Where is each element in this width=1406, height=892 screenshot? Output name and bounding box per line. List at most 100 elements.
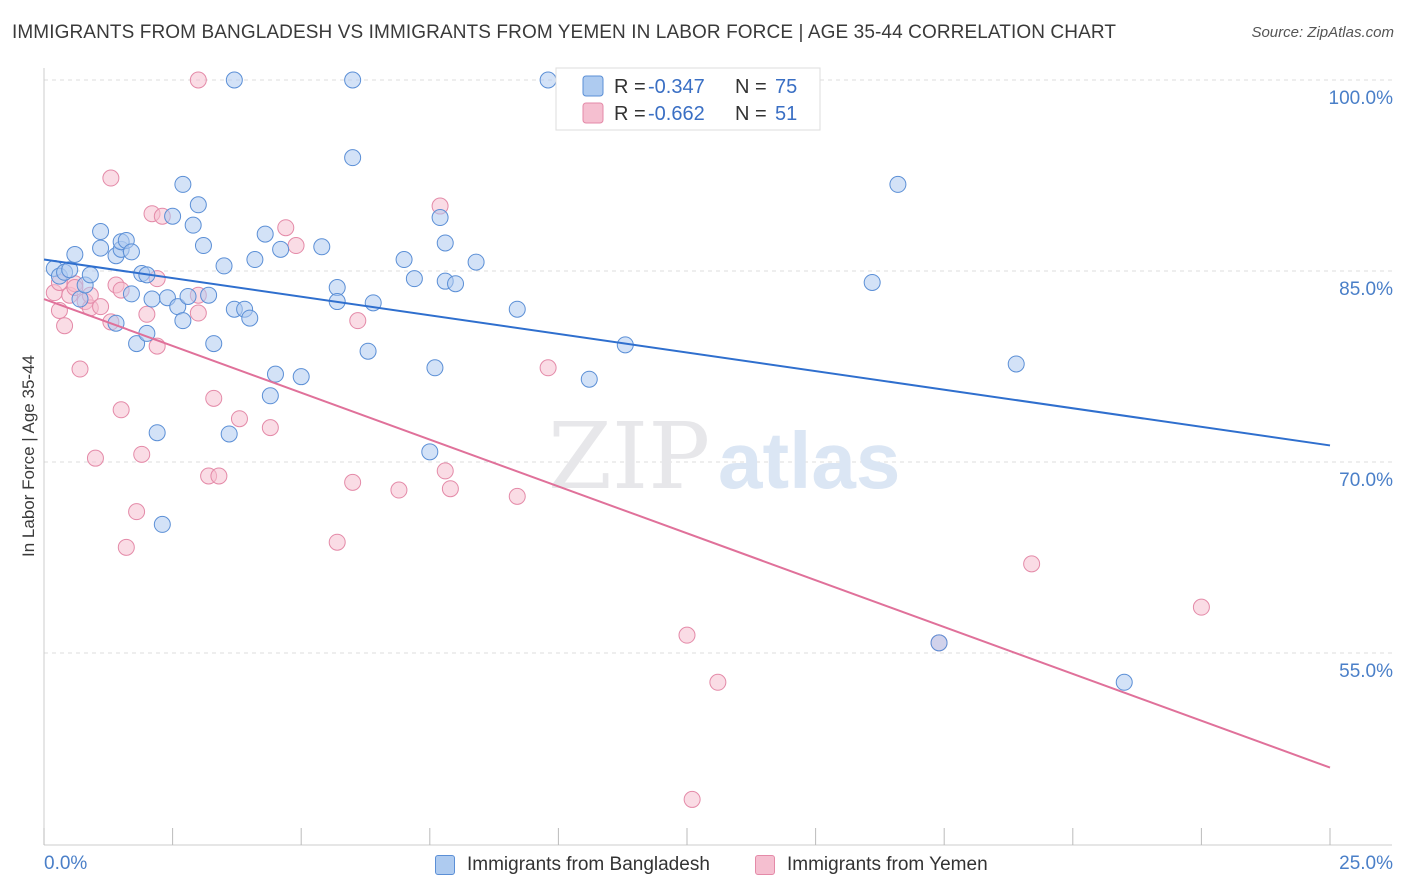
series-bangladesh-points — [45, 71, 1133, 691]
bottom-legend: Immigrants from Bangladesh Immigrants fr… — [0, 850, 1406, 880]
point-yemen-24 — [189, 71, 207, 89]
point-bangladesh-22 — [148, 424, 166, 442]
point-bangladesh-30 — [184, 216, 202, 234]
legend-n-value-yemen: 51 — [775, 103, 797, 125]
point-bangladesh-71 — [930, 634, 948, 652]
point-bangladesh-54 — [395, 251, 413, 269]
x-tick-labels: 0.0% 25.0% — [44, 853, 1393, 874]
point-yemen-18 — [133, 445, 151, 463]
point-bangladesh-15 — [122, 243, 140, 261]
bottom-legend-item-yemen: Immigrants from Yemen — [755, 850, 988, 880]
point-yemen-26 — [189, 304, 207, 322]
legend-swatch-yemen — [582, 102, 604, 124]
point-bangladesh-40 — [241, 309, 259, 327]
point-bangladesh-41 — [246, 251, 264, 269]
point-bangladesh-36 — [220, 425, 238, 443]
point-bangladesh-38 — [225, 71, 243, 89]
point-yemen-13 — [102, 169, 120, 187]
point-yemen-16 — [117, 538, 135, 556]
y-tick-label-0: 100.0% — [1329, 88, 1394, 109]
point-bangladesh-58 — [431, 209, 449, 227]
point-bangladesh-61 — [447, 275, 465, 293]
point-bangladesh-51 — [344, 71, 362, 89]
point-yemen-42 — [539, 359, 557, 377]
point-bangladesh-60 — [436, 234, 454, 252]
point-bangladesh-25 — [164, 207, 182, 225]
point-bangladesh-46 — [292, 368, 310, 386]
y-tick-label-1: 85.0% — [1339, 279, 1393, 300]
y-tick-labels: 100.0% 85.0% 70.0% 55.0% — [1329, 88, 1394, 682]
point-yemen-34 — [328, 533, 346, 551]
point-bangladesh-42 — [256, 225, 274, 243]
point-yemen-31 — [261, 419, 279, 437]
point-yemen-48 — [1192, 598, 1210, 616]
point-yemen-32 — [277, 219, 295, 237]
point-yemen-43 — [678, 626, 696, 644]
legend: R = -0.347 N = 75 R = -0.662 N = 51 — [555, 67, 821, 131]
trend-line-bangladesh — [43, 258, 1331, 447]
point-yemen-6 — [71, 360, 89, 378]
point-bangladesh-62 — [467, 253, 485, 271]
point-bangladesh-43 — [261, 387, 279, 405]
point-bangladesh-55 — [405, 270, 423, 288]
point-yemen-33 — [287, 237, 305, 255]
point-yemen-35 — [344, 473, 362, 491]
point-bangladesh-8 — [92, 239, 110, 257]
point-yemen-36 — [349, 312, 367, 330]
point-yemen-10 — [86, 449, 104, 467]
point-bangladesh-70 — [1007, 355, 1025, 373]
bottom-legend-swatch-yemen — [755, 855, 775, 875]
point-bangladesh-32 — [194, 237, 212, 255]
point-bangladesh-69 — [889, 175, 907, 193]
point-bangladesh-52 — [359, 342, 377, 360]
chart-title: IMMIGRANTS FROM BANGLADESH VS IMMIGRANTS… — [12, 22, 1117, 43]
point-yemen-37 — [390, 481, 408, 499]
watermark: ZIP atlas — [548, 403, 900, 510]
bottom-legend-swatch-bangladesh — [435, 855, 455, 875]
y-tick-label-3: 55.0% — [1339, 661, 1393, 682]
point-bangladesh-4 — [66, 245, 84, 263]
trend-line-yemen — [43, 298, 1331, 769]
point-bangladesh-56 — [421, 443, 439, 461]
point-yemen-17 — [128, 503, 146, 521]
legend-swatch-bangladesh — [582, 75, 604, 97]
watermark-atlas: atlas — [718, 416, 900, 505]
legend-r-label-bangladesh: R = — [614, 76, 646, 98]
point-bangladesh-66 — [580, 370, 598, 388]
y-axis-label: In Labor Force | Age 35-44 — [19, 355, 38, 557]
axes — [43, 68, 1392, 846]
point-yemen-15 — [112, 401, 130, 419]
point-bangladesh-63 — [508, 300, 526, 318]
point-yemen-39 — [436, 462, 454, 480]
point-bangladesh-34 — [205, 335, 223, 353]
legend-r-value-bangladesh: -0.347 — [648, 76, 705, 98]
legend-r-value-yemen: -0.662 — [648, 103, 705, 125]
legend-n-label-bangladesh: N = — [735, 76, 767, 98]
point-bangladesh-7 — [81, 266, 99, 284]
point-bangladesh-31 — [189, 196, 207, 214]
point-yemen-41 — [508, 487, 526, 505]
x-tick-label-0: 0.0% — [44, 853, 87, 874]
point-yemen-40 — [441, 480, 459, 498]
point-yemen-19 — [138, 305, 156, 323]
point-yemen-28 — [205, 389, 223, 407]
legend-n-label-yemen: N = — [735, 103, 767, 125]
watermark-zip: ZIP — [548, 403, 710, 510]
point-bangladesh-9 — [92, 223, 110, 241]
point-bangladesh-72 — [1115, 673, 1133, 691]
point-bangladesh-45 — [272, 240, 290, 258]
point-bangladesh-33 — [200, 286, 218, 304]
point-yemen-3 — [56, 317, 74, 335]
point-yemen-29 — [210, 467, 228, 485]
point-bangladesh-68 — [863, 273, 881, 291]
series-yemen-points — [45, 71, 1210, 808]
grid-lines — [44, 79, 1392, 654]
trend-lines — [43, 258, 1331, 769]
point-bangladesh-47 — [313, 238, 331, 256]
point-bangladesh-50 — [344, 149, 362, 167]
point-bangladesh-29 — [179, 287, 197, 305]
point-bangladesh-17 — [128, 335, 146, 353]
bottom-legend-label-bangladesh: Immigrants from Bangladesh — [467, 854, 710, 875]
point-bangladesh-27 — [174, 175, 192, 193]
